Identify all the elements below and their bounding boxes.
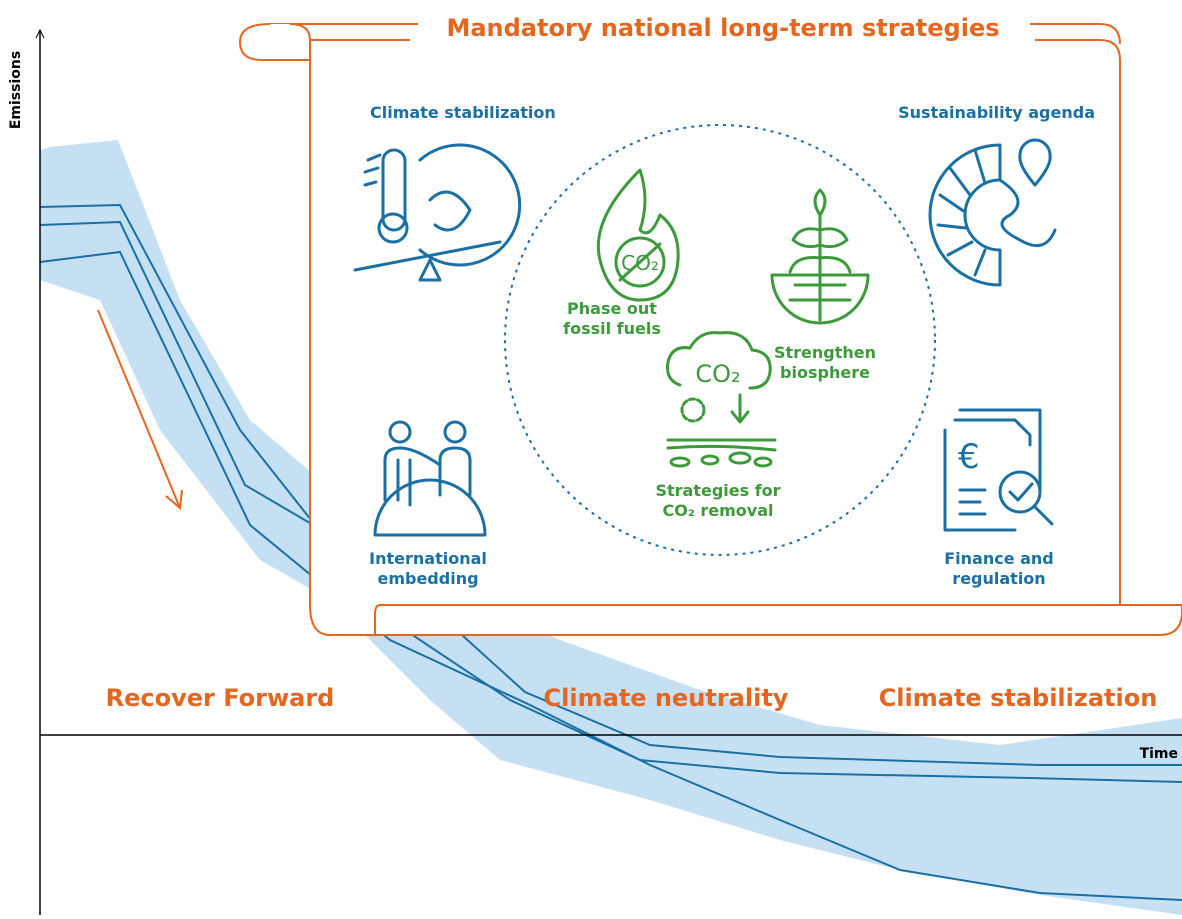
phase-label: Recover Forward xyxy=(106,684,335,712)
euro-sign: € xyxy=(958,437,980,477)
corner-label: Climate stabilization xyxy=(370,103,556,122)
corner-label: Sustainability agenda xyxy=(898,103,1095,122)
phase-label: Climate neutrality xyxy=(544,684,789,712)
y-axis-label: Emissions xyxy=(8,51,24,129)
frame-curl xyxy=(240,24,310,60)
diagram: Emissions Time Mandatory national long-t… xyxy=(0,0,1182,919)
cloud-co2: CO₂ xyxy=(695,360,740,388)
frame-title: Mandatory national long-term strategies xyxy=(446,14,999,42)
x-axis-label: Time xyxy=(1140,746,1178,762)
phase-label: Climate stabilization xyxy=(879,684,1158,712)
